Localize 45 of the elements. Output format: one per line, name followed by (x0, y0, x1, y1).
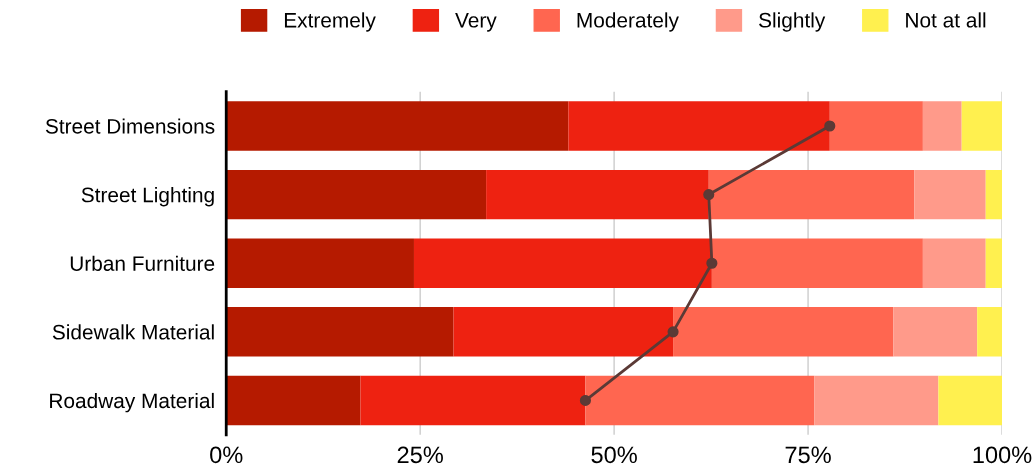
point (824, 120, 836, 132)
legend-label: Extremely (284, 12, 376, 32)
y-tick-label: Roadway Material (50, 392, 214, 413)
x-tick-label: 0% (210, 446, 243, 464)
bar (711, 238, 923, 288)
bar (914, 169, 986, 220)
bar (985, 169, 1003, 220)
bar (922, 101, 962, 151)
x-tick-label: 100% (973, 446, 1032, 464)
legend-label: Slightly (759, 12, 826, 32)
bar (226, 375, 361, 426)
bar (226, 307, 454, 357)
x-tick-label: 50% (591, 446, 637, 464)
point (579, 394, 591, 406)
bar (922, 238, 986, 288)
legend-label: Not at all (906, 12, 986, 28)
point (667, 326, 679, 338)
point (706, 257, 718, 269)
y-tick-label: Sidewalk Material (52, 324, 214, 340)
bar (977, 307, 1003, 357)
bar (413, 238, 712, 288)
point (703, 189, 715, 201)
legend-label: Moderately (577, 12, 679, 32)
bar (961, 101, 1003, 151)
y-tick-label: Street Lighting (81, 187, 214, 207)
bar (829, 101, 923, 151)
bar (985, 238, 1003, 288)
bar (673, 307, 894, 357)
bar (585, 375, 815, 426)
y-tick-label: Urban Furniture (70, 255, 215, 271)
x-tick-label: 25% (397, 446, 443, 464)
bar (814, 375, 939, 426)
bar (453, 307, 674, 357)
bar (708, 169, 915, 220)
bar (486, 169, 709, 220)
legend-label: Very (455, 13, 497, 32)
bar (226, 101, 569, 151)
bar (226, 238, 414, 288)
bar (226, 169, 487, 220)
y-tick-label: Street Dimensions (45, 118, 215, 134)
bar (360, 375, 586, 426)
bar (938, 375, 1003, 426)
bar (568, 101, 830, 151)
x-tick-label: 75% (785, 446, 831, 464)
bar (893, 307, 978, 357)
